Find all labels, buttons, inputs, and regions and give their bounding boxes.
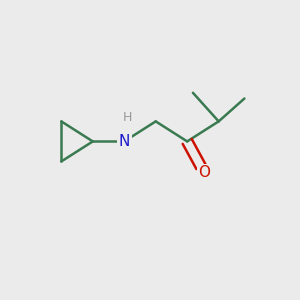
Text: N: N (118, 134, 130, 149)
Text: H: H (122, 111, 132, 124)
Text: O: O (198, 165, 210, 180)
